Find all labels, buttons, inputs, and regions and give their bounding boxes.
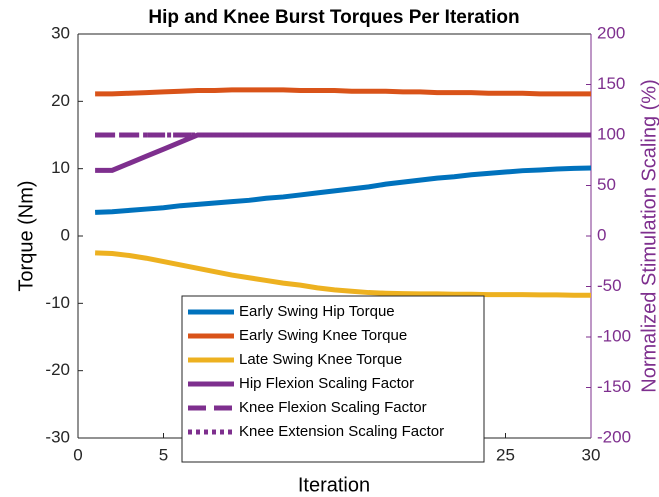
series-line (95, 165, 592, 215)
y2-tick-label: 150 (597, 74, 625, 93)
legend-label: Early Swing Knee Torque (239, 327, 407, 344)
x-tick-label: 5 (159, 445, 168, 464)
legend-label: Knee Extension Scaling Factor (239, 423, 444, 440)
y-tick-label: 30 (51, 23, 70, 42)
legend-box (181, 295, 485, 463)
y-axis-label: Torque (Nm) (15, 180, 37, 291)
legend-label: Hip Flexion Scaling Factor (239, 375, 414, 392)
y-tick-label: 10 (51, 158, 70, 177)
x-axis-label: Iteration (298, 474, 370, 496)
legend-label: Late Swing Knee Torque (239, 351, 402, 368)
series-line (95, 250, 591, 298)
x-tick-label: 25 (496, 445, 515, 464)
y2-tick-label: 100 (597, 124, 625, 143)
y-tick-label: -20 (45, 360, 70, 379)
legend-label: Early Swing Hip Torque (239, 303, 395, 320)
y-tick-label: -30 (45, 427, 70, 446)
y2-axis-label: Normalized Stimulation Scaling (%) (638, 79, 659, 392)
y2-tick-label: -200 (597, 427, 631, 446)
x-tick-label: 0 (73, 445, 82, 464)
y2-tick-label: 200 (597, 23, 625, 42)
y2-tick-label: -100 (597, 326, 631, 345)
chart-title: Hip and Knee Burst Torques Per Iteration (148, 7, 519, 28)
y2-tick-label: 50 (597, 175, 616, 194)
y-tick-label: 20 (51, 91, 70, 110)
y2-tick-label: -150 (597, 377, 631, 396)
y2-tick-label: -50 (597, 276, 622, 295)
legend-label: Knee Flexion Scaling Factor (239, 399, 427, 416)
series-line (95, 87, 591, 97)
y-tick-label: 0 (61, 225, 70, 244)
x-tick-label: 30 (582, 445, 601, 464)
y2-tick-label: 0 (597, 225, 606, 244)
y-tick-label: -10 (45, 293, 70, 312)
